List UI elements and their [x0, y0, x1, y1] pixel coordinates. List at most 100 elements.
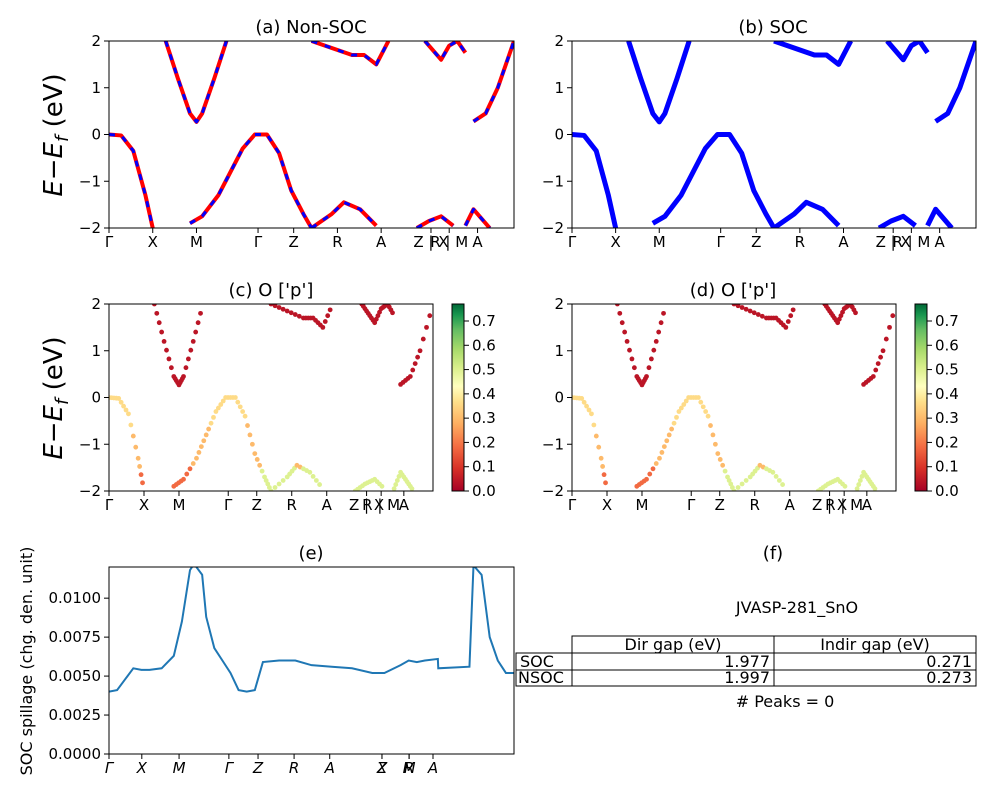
band-point: [676, 409, 682, 414]
y-tick-label: 0.0100: [49, 589, 102, 607]
band-point: [195, 320, 201, 326]
band-line: [773, 41, 853, 67]
band-point: [407, 374, 413, 379]
row-soc-dir: 1.977: [724, 652, 770, 671]
x-tick-label: Z | X: [349, 496, 384, 514]
band-point: [138, 472, 144, 478]
band-point: [410, 367, 416, 373]
svg-text:E−Ef (eV): E−Ef (eV): [39, 73, 73, 196]
band-line: [925, 206, 954, 228]
row-soc-label: SOC: [520, 652, 554, 671]
band-point: [215, 405, 221, 411]
band-point: [586, 407, 592, 413]
band-point: [164, 347, 169, 353]
band-point: [394, 478, 400, 483]
panel-a-title: (a) Non-SOC: [255, 17, 366, 38]
band-point: [218, 402, 224, 407]
band-point: [646, 365, 652, 371]
row-nsoc-label: NSOC: [518, 668, 564, 687]
band-line: [877, 213, 917, 228]
band-line: [164, 41, 228, 124]
band-point: [166, 356, 172, 362]
band-point: [188, 347, 194, 353]
band-point: [393, 482, 399, 487]
band-line: [423, 41, 467, 62]
band-line: [626, 41, 692, 125]
colorbar-tick-label: 0.4: [935, 385, 959, 403]
band-point: [842, 483, 848, 489]
band-point: [788, 313, 794, 319]
band-point: [184, 471, 190, 477]
panel-b-plot: −2 −1 0 1 2 Γ X M Γ Z R A Z | XR | M A: [542, 32, 977, 251]
band-point: [770, 469, 776, 475]
band-point: [722, 468, 728, 474]
band-point: [731, 304, 737, 307]
band-ylabel-top: E−Ef (eV): [39, 73, 73, 196]
colorbar-tick-label: 0.2: [935, 433, 959, 451]
band-line: [310, 200, 378, 228]
band-point: [683, 398, 689, 404]
x-tick-label: Z | X: [413, 233, 448, 251]
band-point: [161, 339, 167, 344]
band-point: [242, 413, 248, 419]
band-point: [657, 455, 662, 461]
x-tick-label: A: [399, 496, 410, 514]
x-tick-label: A: [376, 233, 387, 251]
x-tick-label: Z: [376, 759, 388, 777]
y-tick-label: 0.0025: [49, 706, 102, 724]
y-tick-label: 2: [91, 32, 101, 50]
gap-table: JVASP-281_SnO Dir gap (eV) Indir gap (eV…: [515, 598, 977, 711]
band-point: [415, 354, 421, 360]
y-tick-label: 0.0050: [49, 667, 102, 685]
band-line: [109, 133, 155, 228]
band-point: [659, 450, 665, 455]
band-line: [651, 132, 777, 228]
colorbar-tick-label: 0.3: [935, 409, 959, 427]
band-point: [190, 339, 196, 344]
band-point: [735, 304, 741, 309]
band-point: [887, 324, 892, 330]
band-point: [593, 433, 599, 439]
band-point: [890, 313, 896, 319]
band-point: [653, 461, 659, 466]
band-point: [272, 485, 278, 490]
band-point: [743, 478, 749, 483]
band-point: [151, 304, 157, 307]
x-tick-label: Γ: [224, 496, 233, 514]
x-tick-label: Γ: [568, 233, 577, 251]
band-point: [208, 420, 214, 426]
y-tick-label: 0: [91, 126, 101, 144]
band-point: [379, 483, 385, 489]
band-point: [211, 414, 216, 420]
band-point: [417, 348, 423, 354]
band-point: [296, 313, 302, 319]
band-point: [622, 329, 628, 335]
band-point: [747, 308, 753, 314]
band-point: [185, 356, 191, 362]
band-point: [198, 310, 203, 316]
band-point: [325, 313, 331, 319]
x-tick-label: Z: [289, 233, 299, 251]
band-point: [710, 432, 716, 438]
colorbar-tick-label: 0.6: [935, 336, 959, 354]
x-tick-label: M: [653, 233, 666, 251]
band-point: [284, 308, 290, 314]
x-tick-label: Z | X: [876, 233, 911, 251]
spillage-line: [109, 567, 514, 693]
y-tick-label: 2: [91, 295, 101, 313]
band-point: [780, 482, 785, 487]
band-point: [420, 336, 426, 342]
band-point: [751, 310, 757, 316]
panel-c-frame: [108, 303, 434, 492]
band-point: [715, 451, 721, 456]
band-point: [198, 444, 204, 449]
band-point: [661, 444, 667, 449]
band-point: [653, 339, 659, 344]
x-tick-label: R | M: [892, 233, 930, 251]
panel-b-title: (b) SOC: [738, 17, 807, 38]
x-tick-label: Z: [252, 759, 264, 777]
band-point: [783, 324, 789, 330]
